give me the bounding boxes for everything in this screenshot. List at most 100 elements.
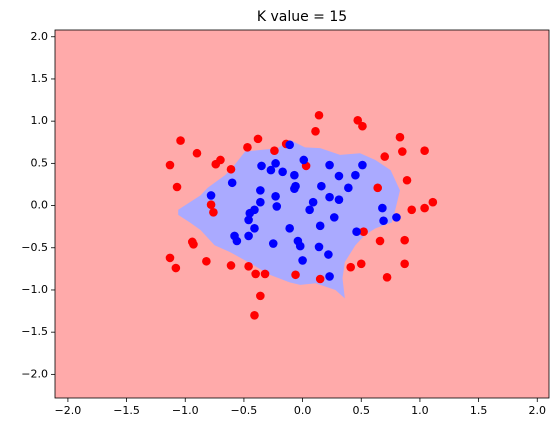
point: [244, 231, 253, 241]
point: [400, 259, 409, 269]
point: [311, 126, 320, 136]
x-tick-label: 0.5: [353, 404, 371, 417]
point: [373, 183, 382, 193]
point: [251, 269, 260, 279]
x-tick-label: −0.5: [231, 404, 258, 417]
point: [334, 195, 344, 204]
point: [420, 203, 429, 213]
point: [165, 253, 175, 263]
point: [226, 164, 236, 174]
point: [351, 170, 360, 180]
point: [211, 159, 221, 169]
point: [398, 147, 407, 156]
point: [244, 262, 253, 271]
point: [378, 203, 387, 213]
point: [315, 221, 325, 231]
point: [176, 136, 185, 145]
point: [402, 175, 412, 185]
point: [395, 132, 405, 142]
point: [165, 160, 175, 170]
point: [227, 178, 237, 188]
point: [243, 143, 252, 152]
point: [379, 216, 388, 226]
point: [290, 184, 299, 193]
point: [358, 121, 367, 131]
point: [278, 167, 287, 177]
point: [380, 152, 390, 161]
y-tick-label: 0.5: [31, 156, 49, 169]
point: [268, 239, 278, 248]
point: [271, 191, 280, 201]
point: [325, 192, 334, 202]
point: [206, 191, 216, 200]
x-tick-label: 1.5: [470, 404, 488, 417]
point: [256, 186, 265, 195]
point: [324, 250, 333, 259]
point: [270, 146, 279, 155]
point: [375, 236, 385, 246]
point: [325, 272, 334, 281]
point: [206, 200, 216, 210]
y-tick-label: −1.0: [21, 283, 48, 296]
point: [245, 208, 255, 218]
point: [329, 213, 339, 222]
point: [226, 261, 236, 270]
x-tick-label: −1.0: [172, 404, 199, 417]
point: [352, 227, 361, 237]
y-tick-label: −2.0: [21, 367, 48, 380]
x-tick-label: 0.0: [294, 404, 312, 417]
point: [250, 310, 259, 320]
chart-title: K value = 15: [257, 9, 347, 25]
x-tick-label: 1.0: [411, 404, 429, 417]
plot-frame: [54, 29, 550, 399]
point: [314, 110, 324, 120]
point: [295, 241, 305, 251]
point: [325, 160, 334, 170]
point: [271, 159, 280, 168]
point: [407, 205, 417, 215]
point: [253, 134, 263, 144]
point: [298, 256, 307, 265]
point: [420, 146, 429, 155]
y-tick-label: 1.0: [31, 114, 49, 127]
point: [232, 236, 242, 246]
point: [256, 291, 265, 301]
point: [308, 197, 318, 207]
point: [305, 205, 314, 215]
point: [400, 235, 409, 245]
point: [202, 256, 211, 266]
point: [171, 263, 181, 273]
x-tick-label: −1.5: [113, 404, 140, 417]
y-tick-label: 2.0: [31, 30, 49, 43]
point: [382, 273, 392, 282]
point: [285, 140, 294, 150]
y-tick-label: 1.5: [31, 72, 49, 85]
point: [314, 242, 324, 252]
point: [358, 160, 367, 170]
point: [290, 170, 299, 180]
point: [353, 116, 363, 125]
x-tick-label: 2.0: [529, 404, 547, 417]
point: [317, 181, 326, 191]
point: [285, 224, 294, 233]
point: [291, 270, 300, 280]
point: [250, 224, 259, 233]
point: [334, 171, 344, 181]
point: [192, 148, 202, 158]
point: [257, 161, 266, 171]
point: [346, 262, 355, 272]
y-tick-label: −0.5: [21, 241, 48, 254]
y-tick-label: −1.5: [21, 325, 48, 338]
point: [356, 259, 366, 269]
point: [359, 227, 368, 237]
point: [172, 182, 182, 192]
point: [209, 208, 218, 217]
point: [344, 183, 353, 193]
point: [266, 165, 276, 175]
point: [299, 155, 309, 165]
y-tick-label: 0.0: [31, 199, 49, 212]
point: [272, 202, 282, 211]
point: [392, 213, 401, 222]
point: [260, 269, 270, 279]
